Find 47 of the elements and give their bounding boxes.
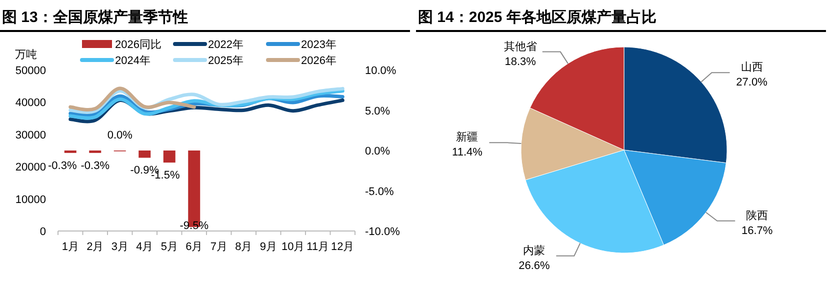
legend-label: 2026年 [301,55,336,67]
x-tick-label: 11月 [306,241,330,253]
data-label: -0.3% [48,160,77,172]
y-tick-label: 50000 [15,65,46,77]
y-tick-label: 40000 [15,97,46,110]
slice-label: 山西 [740,60,763,74]
x-tick-label: 3月 [111,241,128,253]
data-label: -9.5% [180,220,209,232]
x-tick-label: 6月 [186,241,203,253]
y2-tick-label: -5.0% [365,186,394,198]
legend-label: 2022年 [208,39,244,51]
data-label: 26.6% [518,260,550,272]
y-axis-title: 万吨 [15,48,37,61]
legend-label: 2023年 [301,39,336,51]
data-label: -0.3% [80,160,110,172]
slice-label: 其他省 [504,40,537,53]
data-label: 27.0% [736,76,768,89]
data-label: 16.7% [742,224,773,237]
legend-label: 2024年 [115,55,150,67]
data-label: 11.4% [452,146,483,159]
x-tick-label: 9月 [260,241,277,253]
y2-tick-label: 0.0% [365,146,390,158]
x-tick-label: 10月 [282,241,305,253]
y-tick-label: 0 [40,226,46,238]
slice-label: 陕西 [746,210,768,222]
data-label: 0.0% [107,130,133,142]
slice-label: 新疆 [456,130,478,144]
slice-label: 内蒙 [523,244,546,257]
y-tick-label: 30000 [15,129,46,142]
x-tick-label: 12月 [331,241,354,253]
y-tick-label: 10000 [15,194,46,206]
y2-tick-label: 10.0% [365,65,396,77]
y-tick-label: 20000 [15,162,46,174]
line-series [68,86,196,112]
y2-tick-label: -10.0% [365,226,400,238]
chart-title: 图 13：全国原煤产量季节性 [0,2,410,32]
x-tick-label: 1月 [62,241,79,253]
x-tick-label: 4月 [136,241,154,253]
x-tick-label: 8月 [235,241,252,253]
data-label: 18.3% [504,56,536,68]
legend-label: 2025年 [208,55,244,67]
y2-tick-label: 5.0% [365,105,390,118]
x-tick-label: 2月 [86,241,104,253]
x-tick-label: 7月 [210,241,228,253]
chart-title: 图 14：2025 年各地区原煤产量占比 [416,2,826,32]
x-tick-label: 5月 [160,241,178,253]
legend-label: 2026同比 [115,38,162,51]
